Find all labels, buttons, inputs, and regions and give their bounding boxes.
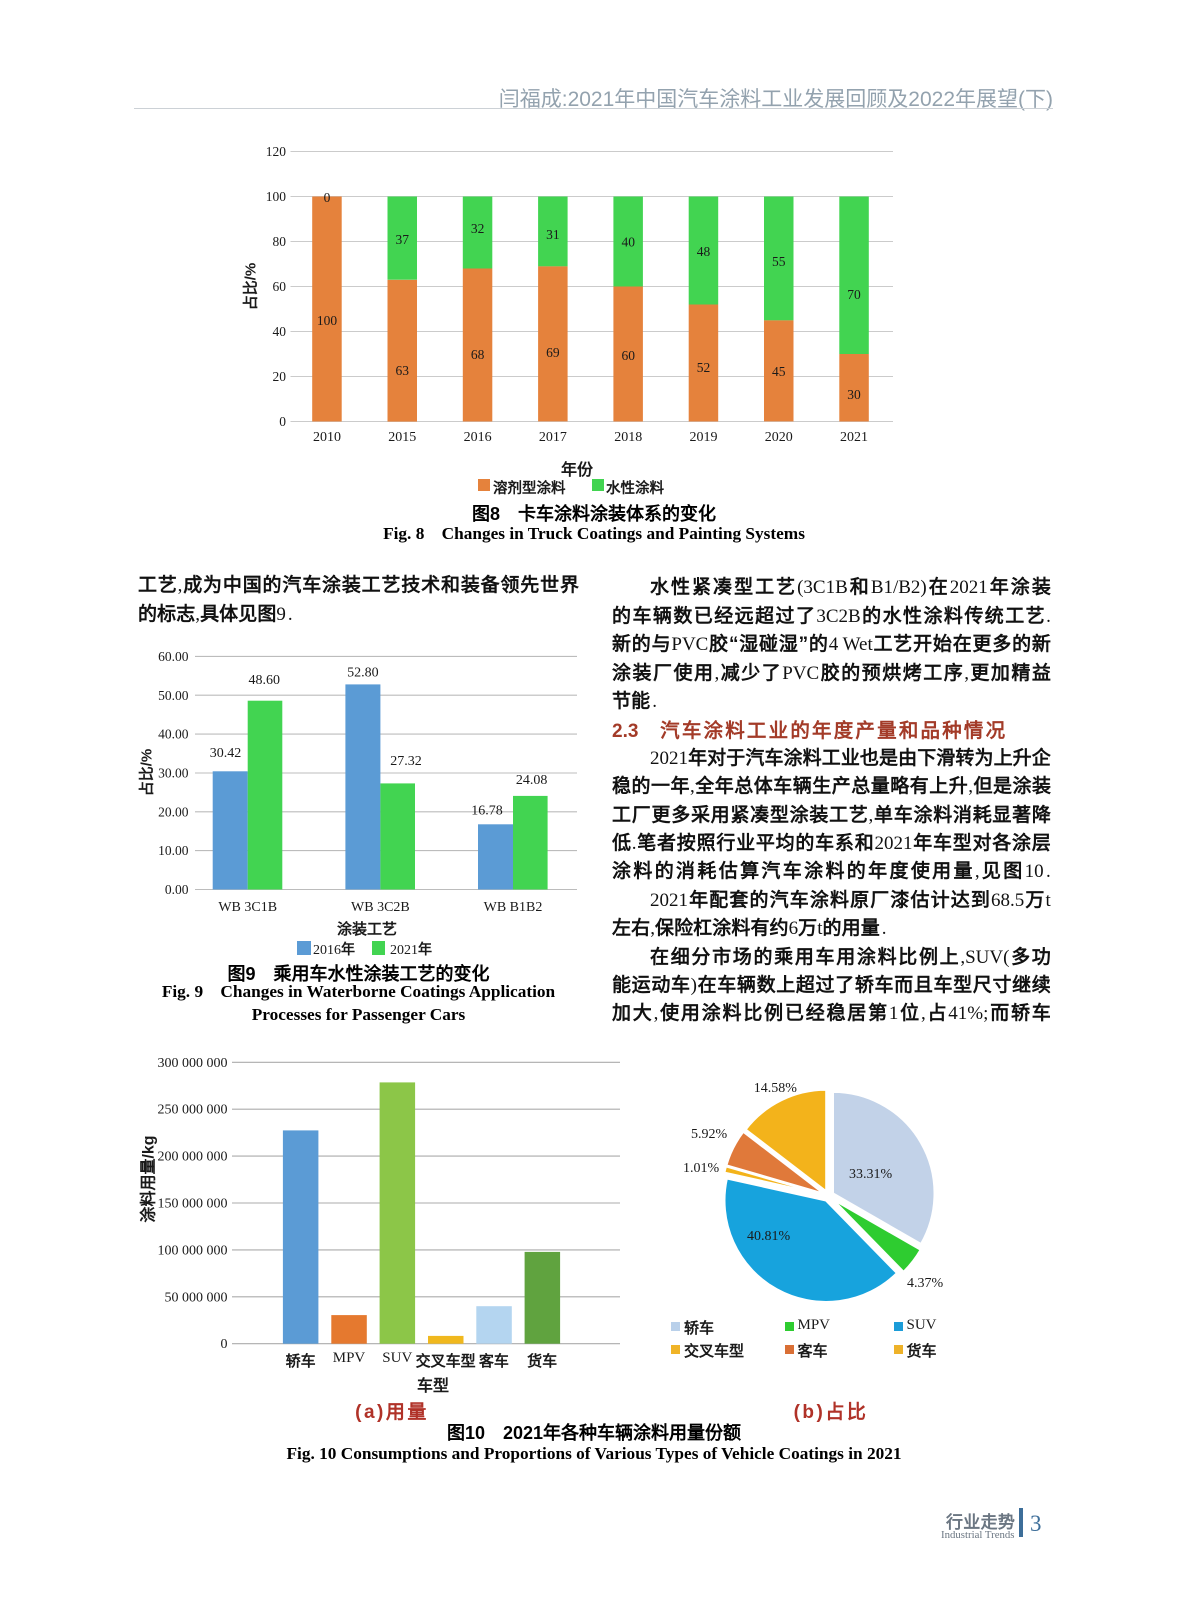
svg-text:WB 3C2B: WB 3C2B [351, 900, 410, 915]
svg-text:20: 20 [273, 369, 287, 384]
svg-text:27.32: 27.32 [390, 754, 422, 769]
svg-text:2010: 2010 [313, 430, 341, 445]
svg-text:0: 0 [279, 414, 286, 429]
svg-text:100: 100 [266, 189, 287, 204]
svg-text:63: 63 [396, 363, 410, 378]
svg-text:WB 3C1B: WB 3C1B [218, 900, 277, 915]
svg-text:2015: 2015 [388, 430, 416, 445]
svg-text:0: 0 [221, 1337, 228, 1352]
svg-text:2021: 2021 [840, 430, 868, 445]
svg-text:2016: 2016 [464, 430, 492, 445]
svg-text:WB B1B2: WB B1B2 [484, 900, 543, 915]
svg-text:1.01%: 1.01% [683, 1161, 720, 1176]
svg-text:30.00: 30.00 [158, 766, 189, 781]
svg-text:33.31%: 33.31% [849, 1167, 893, 1182]
svg-text:32: 32 [471, 221, 485, 236]
svg-text:120: 120 [266, 144, 287, 159]
svg-text:52.80: 52.80 [347, 666, 379, 681]
svg-text:60.00: 60.00 [158, 649, 189, 664]
svg-text:69: 69 [546, 345, 560, 360]
svg-text:10.00: 10.00 [158, 843, 189, 858]
svg-text:40.81%: 40.81% [747, 1229, 791, 1244]
svg-text:31: 31 [546, 227, 560, 242]
svg-text:0: 0 [324, 190, 331, 205]
svg-text:40: 40 [621, 235, 635, 250]
svg-text:68: 68 [471, 347, 485, 362]
svg-text:200 000 000: 200 000 000 [158, 1150, 228, 1165]
svg-text:48: 48 [697, 244, 711, 259]
svg-text:24.08: 24.08 [516, 773, 548, 788]
svg-text:60: 60 [273, 279, 287, 294]
svg-text:50.00: 50.00 [158, 688, 189, 703]
svg-text:2018: 2018 [614, 430, 642, 445]
svg-text:4.37%: 4.37% [907, 1276, 944, 1291]
svg-text:40.00: 40.00 [158, 727, 189, 742]
svg-text:5.92%: 5.92% [691, 1127, 728, 1142]
svg-text:55: 55 [772, 254, 786, 269]
svg-text:52: 52 [697, 360, 711, 375]
svg-text:2017: 2017 [539, 430, 567, 445]
svg-text:40: 40 [273, 324, 287, 339]
svg-text:45: 45 [772, 364, 786, 379]
svg-text:0.00: 0.00 [165, 882, 189, 897]
svg-text:80: 80 [273, 234, 287, 249]
svg-text:100: 100 [317, 313, 338, 328]
svg-text:48.60: 48.60 [249, 673, 281, 688]
svg-text:70: 70 [847, 287, 861, 302]
svg-text:100 000 000: 100 000 000 [158, 1243, 228, 1258]
svg-text:37: 37 [396, 232, 410, 247]
svg-text:2019: 2019 [690, 430, 718, 445]
svg-text:2020: 2020 [765, 430, 793, 445]
svg-text:14.58%: 14.58% [754, 1081, 798, 1096]
svg-text:150 000 000: 150 000 000 [158, 1197, 228, 1212]
svg-text:60: 60 [621, 348, 635, 363]
svg-text:30.42: 30.42 [210, 746, 242, 761]
svg-text:250 000 000: 250 000 000 [158, 1103, 228, 1118]
svg-text:16.78: 16.78 [471, 804, 503, 819]
svg-text:20.00: 20.00 [158, 804, 189, 819]
svg-text:30: 30 [847, 387, 861, 402]
svg-text:50 000 000: 50 000 000 [165, 1290, 228, 1305]
svg-text:300 000 000: 300 000 000 [158, 1056, 228, 1071]
